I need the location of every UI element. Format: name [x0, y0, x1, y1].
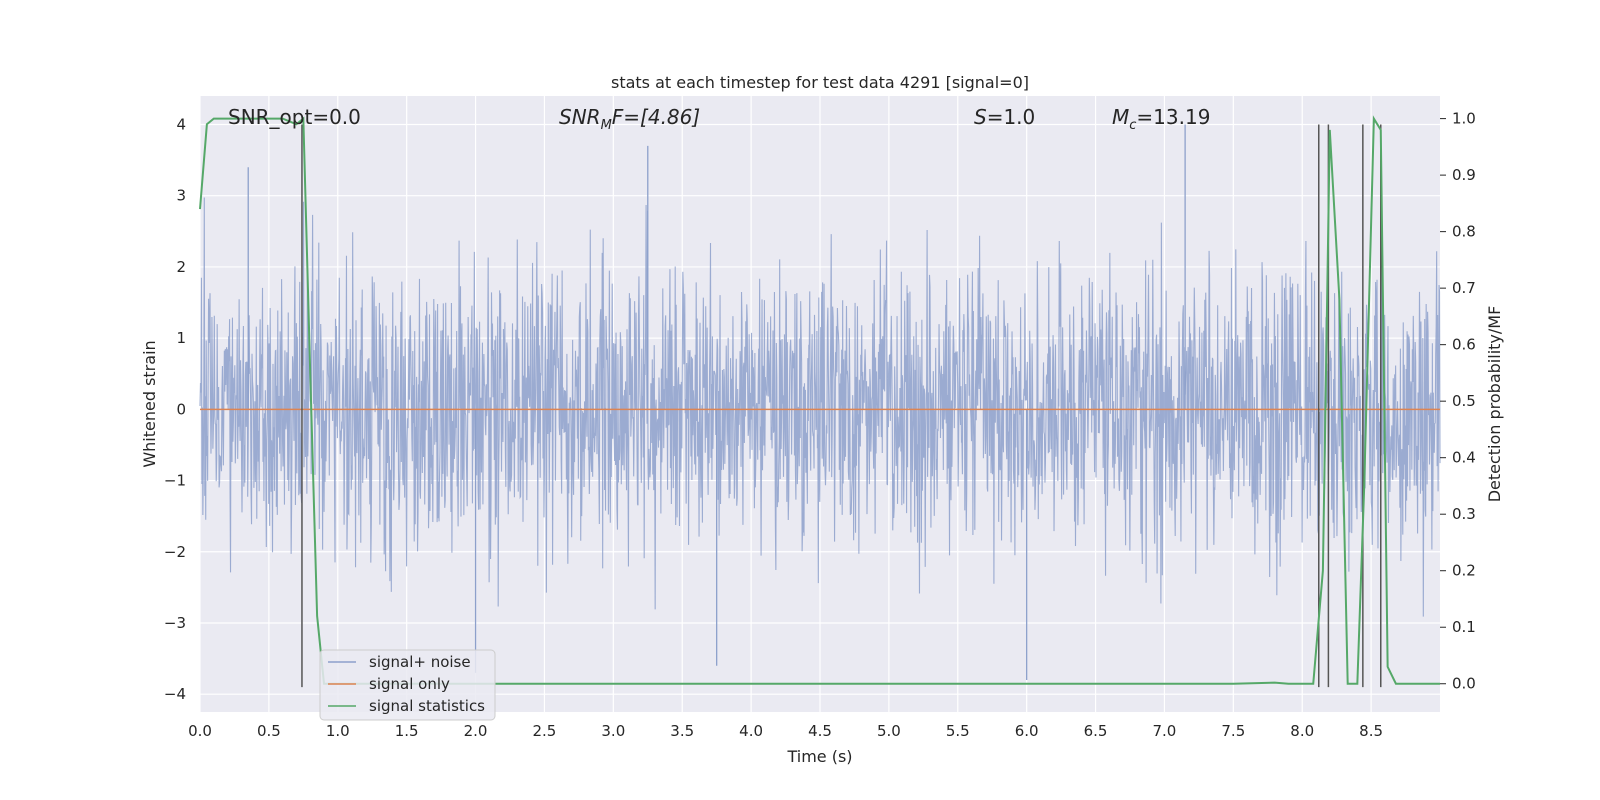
y-tick-label: 4 [176, 115, 186, 133]
y-right-tick-label: 0.3 [1452, 505, 1476, 523]
annotation-snr-mf-prefix: SNR [559, 105, 601, 129]
signal-statistics-line [199, 115, 1440, 685]
y-right-tick-label: 0.0 [1452, 675, 1476, 693]
annotation-snr-mf-sub: M [601, 118, 612, 133]
x-tick-label: 4.5 [808, 722, 832, 740]
x-tick-label: 1.0 [326, 722, 350, 740]
annotation-mc-var: M [1112, 105, 1129, 129]
y-tick-label: −3 [164, 614, 186, 632]
x-tick-label: 2.0 [464, 722, 488, 740]
y-tick-label: −1 [164, 472, 186, 490]
x-tick-label: 6.5 [1084, 722, 1108, 740]
y-right-tick-label: 0.7 [1452, 279, 1476, 297]
annotation-mc-value: =13.19 [1136, 105, 1210, 129]
annotation-snr-mf: SNRMF=[4.86] [559, 105, 700, 133]
x-tick-label: 7.0 [1153, 722, 1177, 740]
x-tick-label: 1.5 [395, 722, 419, 740]
annotation-mc-sub: c [1129, 118, 1136, 133]
legend-label-signal-statistics: signal statistics [369, 697, 485, 715]
legend-label-signal-plus-noise: signal+ noise [369, 653, 471, 671]
annotation-s-var: S [974, 105, 987, 129]
y-right-tick-label: 0.4 [1452, 449, 1476, 467]
y-tick-label: 2 [176, 258, 186, 276]
y-tick-label: −4 [164, 685, 186, 703]
x-tick-label: 5.0 [877, 722, 901, 740]
y-right-tick-label: 0.5 [1452, 392, 1476, 410]
signal-plus-noise-line [199, 197, 1441, 617]
x-tick-label: 5.5 [946, 722, 970, 740]
y-tick-label: 0 [176, 400, 186, 418]
x-tick-label: 4.0 [739, 722, 763, 740]
chart-title: stats at each timestep for test data 429… [611, 73, 1029, 92]
signal-statistics-series [199, 115, 1440, 685]
x-axis-label: Time (s) [786, 747, 852, 766]
signal-plus-noise-series [199, 124, 1441, 680]
legend-box [319, 649, 496, 721]
annotation-snr-mf-suffix: F=[4.86] [612, 105, 700, 129]
annotation-mc: Mc=13.19 [1112, 105, 1210, 133]
y-tick-label: −2 [164, 543, 186, 561]
annotation-s: S=1.0 [974, 105, 1035, 129]
y-axis-right-label: Detection probability/MF [1485, 306, 1504, 503]
x-tick-label: 3.0 [601, 722, 625, 740]
y-axis-right-ticks: 1.0 0.9 0.8 0.7 0.6 0.5 0.4 0.3 0.2 0.1 0.0 [1440, 110, 1476, 693]
y-right-tick-label: 0.9 [1452, 166, 1476, 184]
x-tick-label: 8.5 [1359, 722, 1383, 740]
x-axis-ticks: 0.0 0.5 1.0 1.5 2.0 2.5 3.0 3.5 4.0 4.5 5.0 5.5 6.0 6… [188, 722, 1383, 740]
x-tick-label: 2.5 [533, 722, 557, 740]
y-right-tick-label: 0.2 [1452, 562, 1476, 580]
y-right-tick-label: 0.1 [1452, 618, 1476, 636]
vertical-markers [301, 124, 1382, 688]
y-right-tick-label: 1.0 [1452, 110, 1476, 128]
x-tick-label: 8.0 [1290, 722, 1314, 740]
x-tick-label: 3.5 [670, 722, 694, 740]
y-axis-ticks: 4 3 2 1 0 −1 −2 −3 −4 [164, 115, 186, 703]
y-right-tick-label: 0.8 [1452, 223, 1476, 241]
legend-label-signal-only: signal only [369, 675, 450, 693]
y-tick-label: 1 [176, 329, 186, 347]
y-axis-label: Whitened strain [140, 340, 159, 467]
legend: signal+ noise signal only signal statist… [319, 649, 496, 721]
annotation-s-value: =1.0 [987, 105, 1036, 129]
y-tick-label: 3 [176, 187, 186, 205]
annotation-snr-opt: SNR_opt=0.0 [228, 105, 361, 129]
x-tick-label: 0.5 [257, 722, 281, 740]
x-tick-label: 0.0 [188, 722, 212, 740]
x-tick-label: 7.5 [1221, 722, 1245, 740]
y-right-tick-label: 0.6 [1452, 336, 1476, 354]
x-tick-label: 6.0 [1015, 722, 1039, 740]
